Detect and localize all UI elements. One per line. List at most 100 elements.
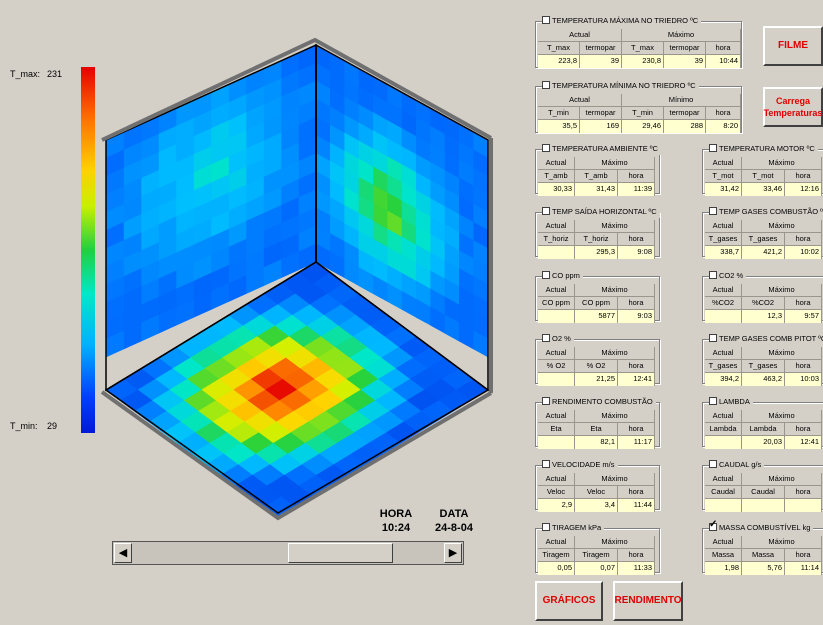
show-checkbox[interactable] (709, 207, 717, 215)
col-header: Tiragem (538, 549, 575, 562)
panel-title: TEMPERATURA MOTOR ºC (709, 143, 818, 155)
maximo-label: Máximo (575, 347, 655, 360)
panel-title: TEMPERATURA MÁXIMA NO TRIEDRO ºC (542, 15, 702, 27)
show-checkbox[interactable] (542, 334, 550, 342)
carrega-temperaturas-button[interactable]: Carrega Temperaturas (763, 87, 823, 127)
value-cell (742, 499, 785, 512)
show-checkbox[interactable] (542, 16, 550, 24)
tmax-scale-label: T_max: (10, 69, 41, 79)
value-cell: 9:08 (618, 246, 655, 259)
panel-title: O2 % (542, 333, 574, 345)
value-cell: 10:44 (706, 55, 741, 68)
maximo-label: Máximo (742, 347, 822, 360)
value-cell: 29,46 (622, 120, 664, 133)
col-header: Massa (742, 549, 785, 562)
panel-title: MASSA COMBUSTÍVEL kg (709, 519, 814, 534)
show-checkbox[interactable] (542, 81, 550, 89)
panel-co-ppm: CO ppm Actual Máximo CO ppm CO ppm hora … (535, 270, 660, 323)
value-cell: 39 (664, 55, 706, 68)
col-header: hora (618, 486, 655, 499)
rendimento-button[interactable]: RENDIMENTO (613, 581, 683, 621)
value-cell: 8:20 (706, 120, 741, 133)
col-header: hora (785, 486, 822, 499)
arrow-left-icon: ◀ (118, 547, 128, 559)
value-cell: 11:44 (618, 499, 655, 512)
value-cell: 21,25 (575, 373, 618, 386)
panel-temp-gases-combustao: TEMP GASES COMBUSTÃO ºC Actual Máximo T_… (702, 206, 823, 259)
col-header: Caudal (705, 486, 742, 499)
show-checkbox[interactable] (542, 207, 550, 215)
col-header: termopar (580, 42, 622, 55)
show-checkbox[interactable] (542, 397, 550, 405)
col-header: hora (618, 233, 655, 246)
actual-label: Actual (705, 284, 742, 297)
col-header: Eta (575, 423, 618, 436)
col-header: Tiragem (575, 549, 618, 562)
value-cell: 31,42 (705, 183, 742, 196)
col-header: hora (785, 549, 822, 562)
value-cell: 223,8 (538, 55, 580, 68)
panel-title: TEMP GASES COMBUSTÃO ºC (709, 206, 823, 218)
panel-title: CO2 % (709, 270, 747, 282)
value-cell: 11:14 (785, 562, 822, 575)
show-checkbox[interactable] (542, 144, 550, 152)
col-header: T_horiz (538, 233, 575, 246)
show-checkbox[interactable] (709, 271, 717, 279)
col-header: Veloc (575, 486, 618, 499)
scroll-thumb[interactable] (288, 543, 393, 563)
value-cell (538, 246, 575, 259)
value-cell (705, 310, 742, 323)
value-cell: 12:16 (785, 183, 822, 196)
value-cell (705, 436, 742, 449)
show-checkbox[interactable] (709, 334, 717, 342)
maximo-label: Máximo (575, 536, 655, 549)
frame-bottom-edge (100, 390, 493, 521)
col-header: Lambda (705, 423, 742, 436)
maximo-label: Máximo (575, 410, 655, 423)
col-header: hora (785, 297, 822, 310)
value-cell (705, 499, 742, 512)
col-header: T_horiz (575, 233, 618, 246)
col-header: hora (618, 423, 655, 436)
filme-button[interactable]: FILME (763, 26, 823, 66)
panel-temperatura-motor: TEMPERATURA MOTOR ºC Actual Máximo T_mot… (702, 143, 823, 196)
value-cell: 12:41 (618, 373, 655, 386)
col-header: termopar (664, 42, 706, 55)
panel-tiragem: TIRAGEM kPa Actual Máximo Tiragem Tirage… (535, 522, 660, 575)
scroll-left-button[interactable]: ◀ (114, 543, 132, 563)
value-cell: 39 (580, 55, 622, 68)
col-header: hora (618, 170, 655, 183)
value-cell: 9:03 (618, 310, 655, 323)
show-checkbox[interactable] (542, 523, 550, 531)
col-header: T_mot (742, 170, 785, 183)
scroll-right-button[interactable]: ▶ (444, 543, 462, 563)
show-checkbox[interactable] (709, 144, 717, 152)
col-header: CO ppm (538, 297, 575, 310)
actual-label: Actual (705, 410, 742, 423)
values-table: Actual Máximo T_max termopar T_max termo… (538, 29, 741, 68)
show-checkbox[interactable] (709, 519, 717, 531)
col-header: T_gases (705, 233, 742, 246)
value-cell: 31,43 (575, 183, 618, 196)
show-checkbox[interactable] (709, 397, 717, 405)
actual-label: Actual (538, 473, 575, 486)
col-header: termopar (664, 107, 706, 120)
value-cell: 463,2 (742, 373, 785, 386)
values-table: Actual Máximo Caudal Caudal hora (705, 473, 822, 512)
col-header: T_amb (575, 170, 618, 183)
show-checkbox[interactable] (542, 460, 550, 468)
value-cell: 5,76 (742, 562, 785, 575)
col-header: T_gases (742, 233, 785, 246)
graficos-button[interactable]: GRÁFICOS (535, 581, 603, 621)
panel-co2: CO2 % Actual Máximo %CO2 %CO2 hora 12,3 … (702, 270, 823, 323)
col-header: Caudal (742, 486, 785, 499)
col-header: Massa (705, 549, 742, 562)
time-scrollbar[interactable]: ◀ ▶ (112, 541, 464, 565)
panel-velocidade: VELOCIDADE m/s Actual Máximo Veloc Veloc… (535, 459, 660, 512)
maximo-label: Máximo (622, 29, 741, 42)
show-checkbox[interactable] (709, 460, 717, 468)
panel-title: TEMPERATURA AMBIENTE ºC (542, 143, 661, 155)
show-checkbox[interactable] (542, 271, 550, 279)
hora-label: HORA (379, 508, 413, 520)
col-header: T_min (622, 107, 664, 120)
